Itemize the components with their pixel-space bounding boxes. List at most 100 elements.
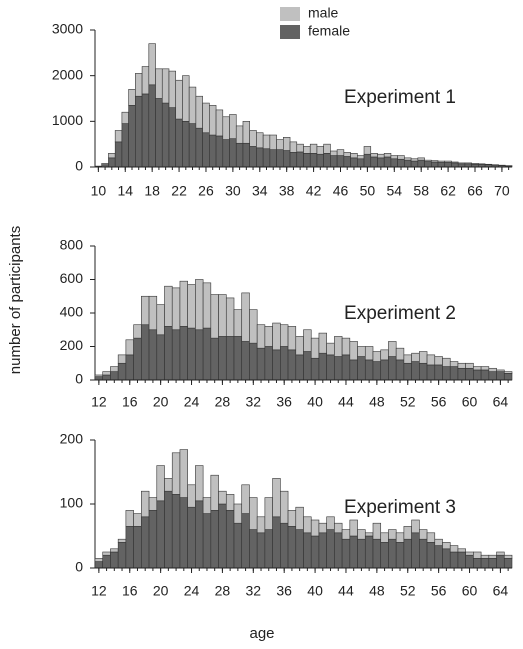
bar xyxy=(417,159,425,168)
bar xyxy=(326,516,335,530)
bar xyxy=(449,366,459,381)
bar xyxy=(343,152,351,157)
y-tick-label: 200 xyxy=(60,431,84,447)
bar xyxy=(326,354,335,381)
bar xyxy=(310,535,320,569)
bar xyxy=(503,554,513,559)
x-tick-label: 58 xyxy=(413,183,429,199)
bar xyxy=(442,542,451,550)
bar xyxy=(241,292,250,342)
bar xyxy=(503,372,513,381)
bar xyxy=(310,519,320,537)
x-tick-label: 66 xyxy=(467,183,483,199)
bar xyxy=(449,545,459,553)
bar xyxy=(141,295,150,326)
bar xyxy=(182,75,190,122)
bar xyxy=(133,513,142,527)
bar xyxy=(380,542,389,569)
bar xyxy=(349,341,358,361)
bar xyxy=(187,484,196,508)
x-tick-label: 46 xyxy=(333,183,349,199)
bar xyxy=(434,545,443,569)
bar xyxy=(480,554,490,559)
bar xyxy=(303,153,311,168)
bar xyxy=(330,155,338,168)
bar xyxy=(110,548,119,553)
bar xyxy=(424,159,432,162)
bar xyxy=(349,535,358,569)
legend-label: female xyxy=(308,23,350,39)
x-tick-label: 48 xyxy=(369,583,385,599)
bar xyxy=(426,532,436,543)
x-axis-label: age xyxy=(249,625,274,642)
bar xyxy=(465,554,474,569)
bar xyxy=(341,337,351,356)
x-tick-label: 14 xyxy=(117,183,133,199)
bar xyxy=(372,522,382,540)
bar xyxy=(156,465,165,502)
bar xyxy=(318,332,327,354)
bar xyxy=(465,551,474,556)
x-tick-label: 40 xyxy=(307,394,323,410)
bar xyxy=(128,105,136,168)
bar xyxy=(465,362,474,369)
bar xyxy=(437,160,446,163)
x-tick-label: 56 xyxy=(431,583,447,599)
bar xyxy=(303,532,312,569)
bar xyxy=(179,326,188,381)
x-tick-label: 26 xyxy=(198,183,214,199)
bar xyxy=(295,529,304,569)
annotation: Experiment 1 xyxy=(344,87,456,108)
bar xyxy=(117,542,127,569)
bar xyxy=(444,160,452,163)
x-tick-label: 24 xyxy=(184,583,200,599)
x-tick-label: 18 xyxy=(144,183,160,199)
bar xyxy=(141,324,150,381)
bar xyxy=(349,359,358,381)
bar xyxy=(233,309,243,337)
bar xyxy=(357,356,366,381)
x-tick-label: 56 xyxy=(431,394,447,410)
bar xyxy=(94,558,104,562)
bar xyxy=(336,149,345,156)
bar xyxy=(280,490,289,524)
bar xyxy=(318,352,327,381)
bar xyxy=(202,102,210,134)
x-tick-label: 62 xyxy=(440,183,456,199)
bar xyxy=(473,558,482,569)
bar xyxy=(334,356,343,381)
bar xyxy=(101,163,109,166)
bar xyxy=(480,369,490,381)
x-tick-label: 32 xyxy=(246,583,262,599)
bar xyxy=(218,503,227,569)
bar xyxy=(188,123,197,168)
bar xyxy=(397,155,405,160)
bar xyxy=(326,529,335,569)
bar xyxy=(480,366,490,371)
bar xyxy=(417,157,425,161)
bar xyxy=(156,334,165,381)
bar xyxy=(272,322,281,351)
bar xyxy=(117,354,127,364)
bar xyxy=(377,153,385,159)
bar xyxy=(125,339,134,356)
bar xyxy=(318,532,327,569)
bar xyxy=(380,359,389,381)
x-tick-label: 52 xyxy=(400,394,416,410)
bar xyxy=(114,141,123,168)
bar xyxy=(121,111,129,124)
y-tick-label: 800 xyxy=(60,237,84,253)
bar xyxy=(411,519,420,534)
bar xyxy=(364,346,374,361)
bar xyxy=(350,157,358,168)
x-tick-label: 34 xyxy=(252,183,268,199)
x-tick-label: 28 xyxy=(215,394,231,410)
bar xyxy=(496,371,505,381)
bar xyxy=(164,490,173,569)
bar xyxy=(264,346,273,381)
x-tick-label: 12 xyxy=(91,583,107,599)
bar xyxy=(187,506,196,569)
bar xyxy=(403,526,412,540)
bar xyxy=(195,500,204,569)
